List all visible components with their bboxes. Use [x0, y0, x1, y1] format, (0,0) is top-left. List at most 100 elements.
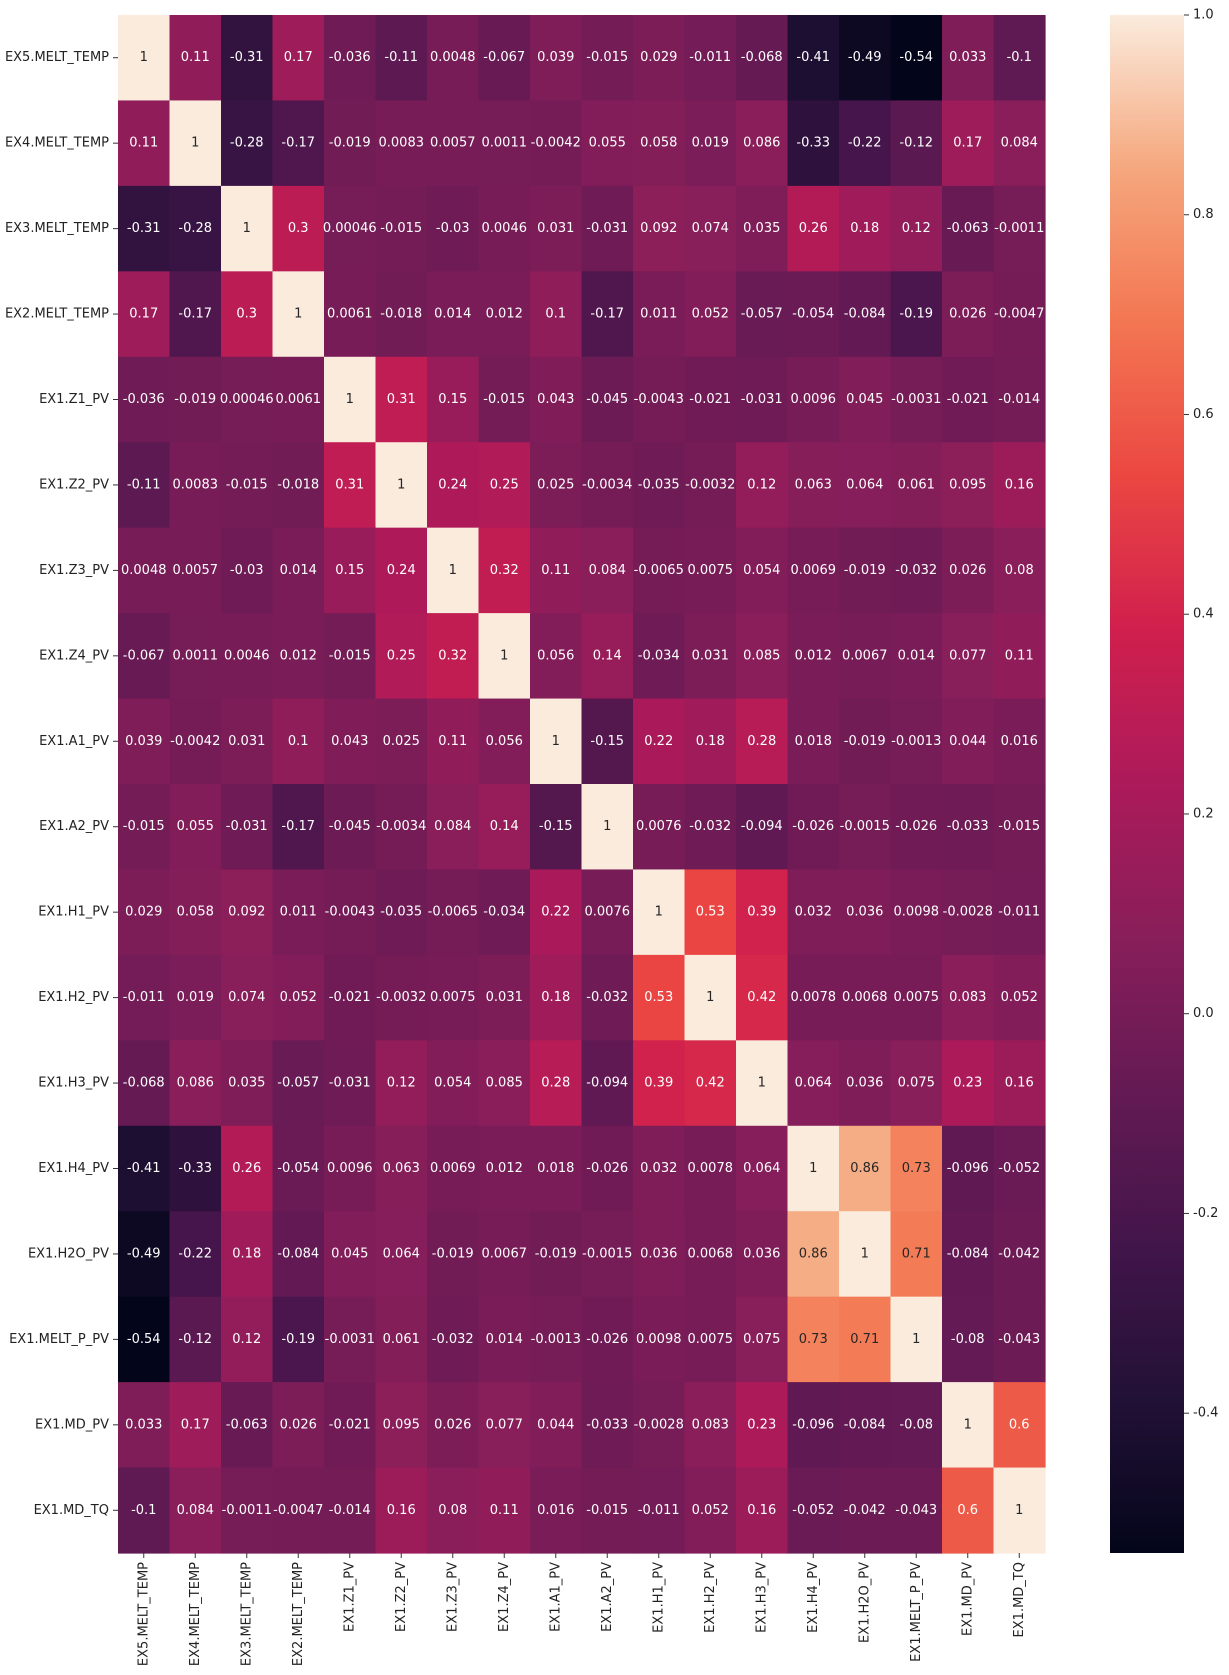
cell-value-label: -0.015 — [483, 392, 525, 407]
cell-value-label: -0.015 — [329, 648, 371, 663]
heatmap-cell — [736, 1296, 789, 1383]
heatmap-cell — [942, 356, 995, 443]
cell-value-label: -0.0011 — [994, 221, 1044, 236]
cell-value-label: -0.0065 — [428, 905, 478, 920]
heatmap-cell — [530, 1125, 583, 1212]
heatmap-cell — [633, 613, 686, 700]
heatmap-cell — [942, 613, 995, 700]
heatmap-cell — [581, 1211, 634, 1298]
cell-value-label: 0.6 — [1009, 1417, 1030, 1432]
heatmap-cell — [736, 1125, 789, 1212]
heatmap-cell — [839, 442, 892, 529]
cell-value-label: 1 — [603, 819, 611, 834]
heatmap-cell — [221, 356, 274, 443]
heatmap-cell — [118, 613, 171, 700]
heatmap-cell — [839, 698, 892, 785]
heatmap-cell — [890, 185, 943, 272]
cell-value-label: -0.063 — [226, 1417, 268, 1432]
heatmap-cell — [890, 784, 943, 871]
cell-value-label: 0.075 — [743, 1332, 780, 1347]
heatmap-cell — [272, 1125, 325, 1212]
cell-value-label: -0.0043 — [634, 392, 684, 407]
heatmap-cell — [375, 698, 428, 785]
x-tick-label: EX1.H1_PV — [651, 1562, 666, 1633]
cell-value-label: 0.025 — [383, 734, 420, 749]
cell-value-label: 0.031 — [537, 221, 574, 236]
cell-value-label: 0.061 — [898, 477, 935, 492]
cell-value-label: 0.056 — [486, 734, 523, 749]
cell-value-label: 0.0076 — [585, 905, 631, 920]
cell-value-label: 0.3 — [288, 221, 309, 236]
heatmap-cell — [272, 698, 325, 785]
cell-value-label: 0.045 — [331, 1246, 368, 1261]
cell-value-label: -0.032 — [689, 819, 731, 834]
cell-value-label: 0.036 — [846, 1076, 883, 1091]
heatmap-cell — [169, 100, 222, 187]
cell-value-label: 0.035 — [743, 221, 780, 236]
heatmap-cell — [993, 271, 1046, 358]
heatmap-cell — [581, 1040, 634, 1127]
cell-value-label: -0.011 — [998, 905, 1040, 920]
cell-value-label: 0.0057 — [173, 563, 219, 578]
cell-annotations: 1 0.11 -0.31 0.17 -0.036 -0.11 0.0048 -0.067 0.0… — [121, 50, 1044, 1518]
heatmap-cell — [427, 869, 480, 956]
cell-value-label: -0.17 — [178, 307, 212, 322]
heatmap-cell — [787, 869, 840, 956]
cell-value-label: 0.064 — [743, 1161, 780, 1176]
heatmap-cell — [118, 1125, 171, 1212]
heatmap-cell — [839, 613, 892, 700]
heatmap-cell — [169, 185, 222, 272]
cell-value-label: 0.032 — [640, 1161, 677, 1176]
cell-value-label: -0.045 — [586, 392, 628, 407]
heatmap-cell — [684, 613, 737, 700]
colorbar-tick-label: -0.2 — [1193, 1206, 1218, 1221]
x-axis-tick-labels: EX5.MELT_TEMP EX4.MELT_TEMP EX3.MELT_TEMP E… — [136, 1553, 1027, 1666]
heatmap-cell — [324, 442, 377, 529]
heatmap-cell — [581, 869, 634, 956]
heatmap-cell — [633, 271, 686, 358]
cell-value-label: 0.019 — [692, 136, 729, 151]
cell-value-label: 0.025 — [537, 477, 574, 492]
heatmap-cell — [942, 185, 995, 272]
heatmap-cell — [478, 784, 531, 871]
cell-value-label: 0.083 — [949, 990, 986, 1005]
heatmap-cell — [787, 442, 840, 529]
cell-value-label: -0.0065 — [634, 563, 684, 578]
cell-value-label: 0.32 — [490, 563, 519, 578]
cell-value-label: 0.12 — [232, 1332, 261, 1347]
cell-value-label: 1 — [964, 1417, 972, 1432]
cell-value-label: 0.12 — [387, 1076, 416, 1091]
cell-value-label: -0.094 — [741, 819, 783, 834]
y-tick-label: EX1.MD_TQ — [34, 1503, 109, 1518]
cell-value-label: -0.054 — [792, 307, 834, 322]
heatmap-cell — [684, 15, 737, 102]
cell-value-label: 0.031 — [486, 990, 523, 1005]
heatmap-cell — [427, 271, 480, 358]
cell-value-label: -0.0032 — [376, 990, 426, 1005]
heatmap-cell — [530, 869, 583, 956]
cell-value-label: 1 — [552, 734, 560, 749]
heatmap-cell — [324, 1125, 377, 1212]
heatmap-cell — [324, 613, 377, 700]
cell-value-label: 0.0067 — [842, 648, 888, 663]
heatmap-cell — [375, 15, 428, 102]
cell-value-label: 0.084 — [1001, 136, 1038, 151]
cell-value-label: -0.015 — [226, 477, 268, 492]
cell-value-label: 0.014 — [280, 563, 317, 578]
heatmap-cell — [633, 15, 686, 102]
cell-value-label: 0.0083 — [379, 136, 425, 151]
heatmap-cell — [478, 100, 531, 187]
cell-value-label: -0.0031 — [325, 1332, 375, 1347]
cell-value-label: -0.08 — [951, 1332, 985, 1347]
y-tick-label: EX4.MELT_TEMP — [5, 136, 109, 151]
heatmap-cell — [221, 869, 274, 956]
cell-value-label: -0.22 — [178, 1246, 212, 1261]
heatmap-cell — [272, 613, 325, 700]
cell-value-label: 0.0067 — [482, 1246, 528, 1261]
cell-value-label: -0.0034 — [582, 477, 632, 492]
heatmap-cell — [787, 1125, 840, 1212]
cell-value-label: -0.54 — [899, 50, 933, 65]
heatmap-cell — [993, 442, 1046, 529]
cell-value-label: 0.16 — [1005, 1076, 1034, 1091]
